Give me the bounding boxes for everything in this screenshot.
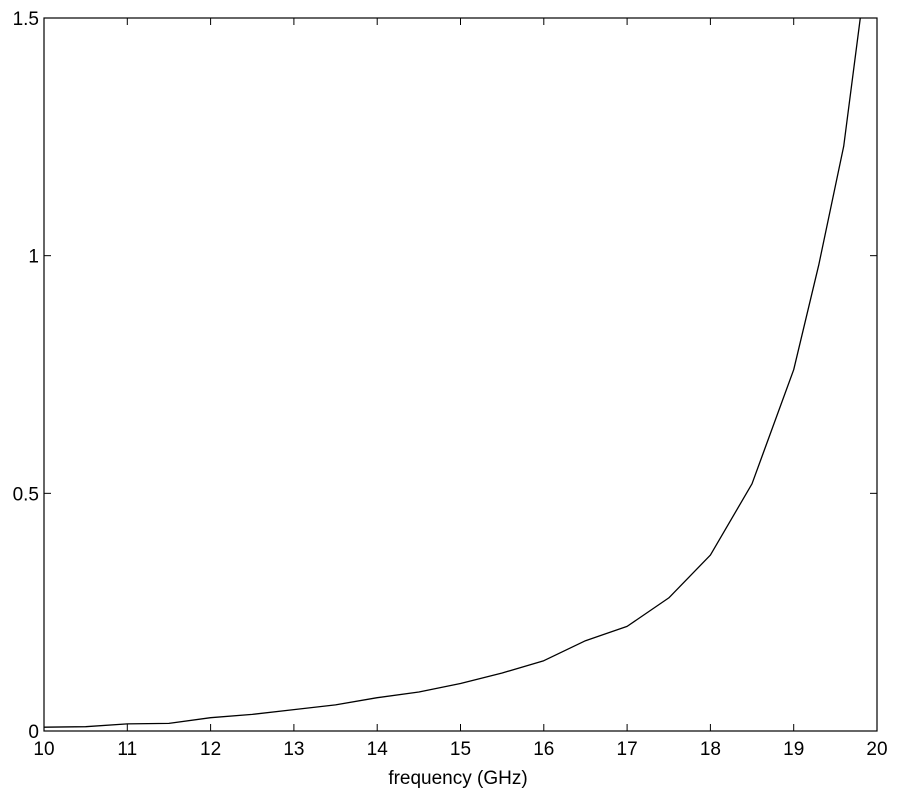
ticks-layer [43,17,878,732]
x-tick-label-3: 13 [283,739,304,760]
x-tick-label-5: 15 [450,739,471,760]
x-tick-label-6: 16 [533,739,554,760]
x-tick-label-9: 19 [783,739,804,760]
y-tick-label-0: 0 [28,722,39,743]
x-tick-label-8: 18 [700,739,721,760]
x-tick-label-10: 20 [866,739,887,760]
x-axis-label: frequency (GHz) [388,768,527,789]
y-tick-label-3: 1.5 [13,9,39,30]
series-layer [43,17,861,728]
x-tick-label-7: 17 [617,739,638,760]
x-tick-label-0: 10 [33,739,54,760]
series-line-0 [43,17,861,728]
y-tick-label-1: 0.5 [13,484,39,505]
labels-layer: 10 11 12 13 14 15 16 17 18 19 20 0 0.5 1 1.5 [13,9,888,760]
x-tick-label-2: 12 [200,739,221,760]
plot-area-frame [43,17,878,732]
y-tick-label-2: 1 [28,247,39,268]
x-tick-label-1: 11 [117,739,137,760]
x-tick-label-4: 14 [367,739,389,760]
